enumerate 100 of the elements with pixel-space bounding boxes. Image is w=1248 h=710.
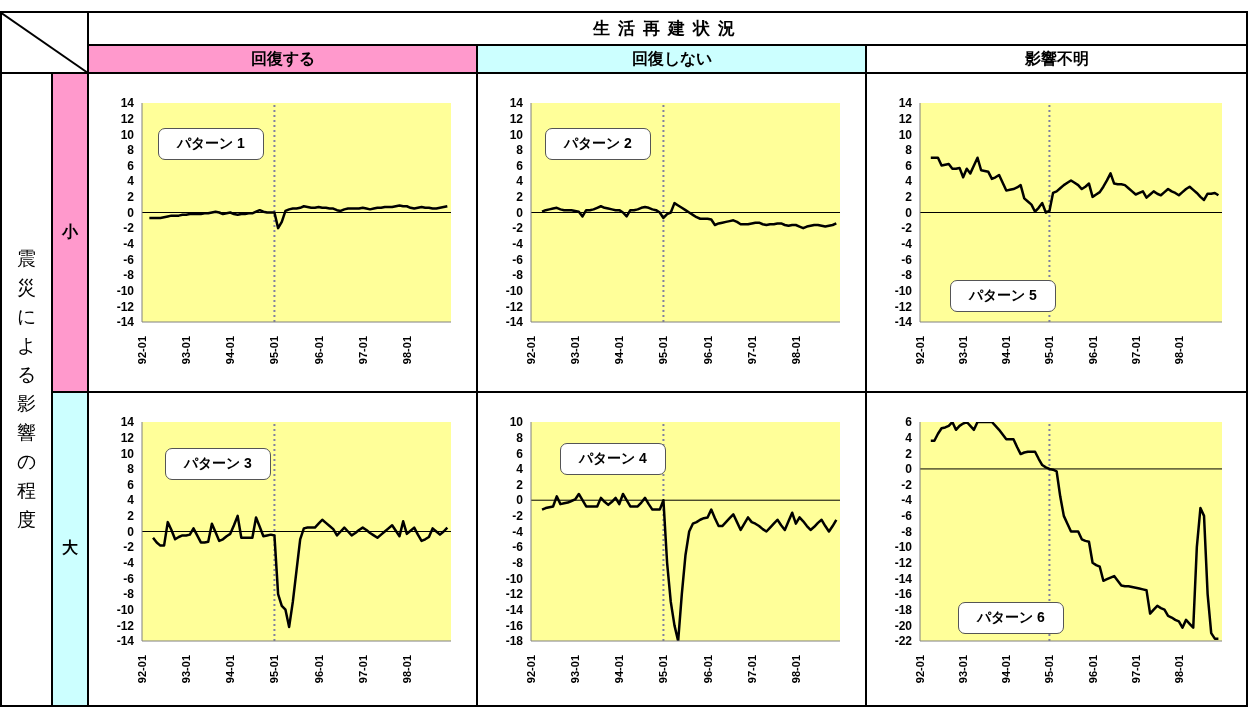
- x-tick-label: 94-01: [224, 336, 237, 365]
- x-tick-label: 98-01: [400, 655, 413, 684]
- text: 回復する: [88, 45, 477, 73]
- x-tick-label: 95-01: [657, 655, 670, 684]
- x-tick-label: 93-01: [569, 336, 582, 365]
- y-tick-label: -14: [505, 315, 524, 330]
- x-tick-label: 97-01: [745, 336, 758, 365]
- y-tick-label: -6: [901, 509, 913, 524]
- x-tick-label: 97-01: [356, 336, 369, 365]
- x-tick-label: 92-01: [136, 336, 148, 365]
- y-tick-label: 10: [509, 127, 524, 142]
- y-tick-label: -8: [123, 268, 135, 283]
- annotation: パターン 6: [958, 602, 1064, 634]
- x-tick-label: 92-01: [525, 655, 537, 684]
- y-tick-label: 6: [127, 477, 135, 492]
- y-tick-label: -14: [505, 602, 524, 617]
- x-tick-label: 93-01: [180, 655, 193, 684]
- y-tick-label: -2: [123, 221, 135, 236]
- y-tick-label: 6: [516, 446, 524, 461]
- y-tick-label: -12: [894, 299, 913, 314]
- y-tick-label: -4: [901, 493, 913, 508]
- y-tick-label: 14: [898, 96, 913, 111]
- y-tick-label: -14: [894, 315, 913, 330]
- y-tick-label: -2: [512, 509, 524, 524]
- y-tick-label: 10: [509, 415, 524, 430]
- text: 大: [52, 392, 88, 705]
- y-tick-label: -16: [894, 587, 913, 602]
- x-tick-label: 92-01: [525, 336, 537, 365]
- y-tick-label: -12: [505, 299, 524, 314]
- y-tick-label: -22: [894, 634, 913, 649]
- annotation: パターン 5: [950, 280, 1056, 312]
- y-tick-label: -20: [894, 618, 913, 633]
- text: 影響不明: [866, 45, 1248, 73]
- x-tick-label: 94-01: [224, 655, 237, 684]
- y-tick-label: 2: [127, 190, 135, 205]
- y-tick-label: 0: [516, 205, 524, 220]
- y-tick-label: 12: [120, 111, 135, 126]
- x-tick-label: 98-01: [789, 655, 802, 684]
- y-tick-label: -8: [512, 556, 524, 571]
- x-tick-label: 96-01: [312, 655, 325, 684]
- x-tick-label: 94-01: [613, 336, 626, 365]
- x-tick-label: 94-01: [613, 655, 626, 684]
- x-tick-label: 95-01: [1043, 655, 1056, 684]
- x-tick-label: 96-01: [1086, 336, 1099, 365]
- y-tick-label: 8: [516, 143, 524, 158]
- y-tick-label: 10: [120, 446, 135, 461]
- y-tick-label: -10: [505, 283, 524, 298]
- y-tick-label: 8: [516, 430, 524, 445]
- y-tick-label: -6: [512, 252, 524, 267]
- y-tick-label: -8: [512, 268, 524, 283]
- y-tick-label: 4: [516, 462, 524, 477]
- y-tick-label: 12: [120, 430, 135, 445]
- x-tick-label: 92-01: [914, 336, 926, 365]
- y-tick-label: 14: [509, 96, 524, 111]
- y-tick-label: -4: [901, 237, 913, 252]
- y-tick-label: 4: [516, 174, 524, 189]
- y-tick-label: -12: [894, 556, 913, 571]
- y-tick-label: -10: [116, 602, 135, 617]
- x-tick-label: 97-01: [1129, 336, 1142, 365]
- text: 震災による影響の程度: [16, 248, 36, 530]
- y-tick-label: -2: [901, 477, 913, 492]
- y-tick-label: 14: [120, 415, 135, 430]
- x-tick-label: 94-01: [1000, 336, 1013, 365]
- x-tick-label: 95-01: [268, 336, 281, 365]
- y-tick-label: -8: [901, 524, 913, 539]
- x-tick-label: 96-01: [701, 655, 714, 684]
- y-tick-label: -4: [512, 237, 524, 252]
- y-tick-label: 2: [905, 446, 913, 461]
- y-tick-label: 8: [127, 143, 135, 158]
- y-tick-label: 10: [120, 127, 135, 142]
- y-tick-label: -18: [894, 602, 913, 617]
- x-tick-label: 97-01: [745, 655, 758, 684]
- x-tick-label: 93-01: [569, 655, 582, 684]
- y-tick-label: 0: [905, 205, 913, 220]
- x-tick-label: 94-01: [1000, 655, 1013, 684]
- y-tick-label: -6: [512, 540, 524, 555]
- y-tick-label: 14: [120, 96, 135, 111]
- y-tick-label: 4: [127, 174, 135, 189]
- y-tick-label: -8: [123, 587, 135, 602]
- y-tick-label: 4: [905, 174, 913, 189]
- y-tick-label: 8: [905, 143, 913, 158]
- y-tick-label: 6: [905, 158, 913, 173]
- x-tick-label: 96-01: [701, 336, 714, 365]
- x-tick-label: 92-01: [914, 655, 926, 684]
- y-tick-label: -16: [505, 618, 524, 633]
- x-tick-label: 97-01: [1129, 655, 1142, 684]
- text: 生活再建状況: [592, 18, 744, 40]
- annotation: パターン 2: [545, 128, 651, 160]
- y-tick-label: 12: [898, 111, 913, 126]
- y-tick-label: -10: [505, 571, 524, 586]
- x-tick-label: 95-01: [268, 655, 281, 684]
- y-tick-label: -10: [894, 540, 913, 555]
- y-tick-label: -12: [116, 618, 135, 633]
- y-tick-label: -12: [116, 299, 135, 314]
- annotation: パターン 3: [165, 448, 271, 480]
- y-tick-label: -14: [116, 315, 135, 330]
- y-tick-label: 6: [516, 158, 524, 173]
- y-tick-label: 2: [516, 190, 524, 205]
- y-tick-label: 4: [905, 430, 913, 445]
- y-tick-label: -12: [505, 587, 524, 602]
